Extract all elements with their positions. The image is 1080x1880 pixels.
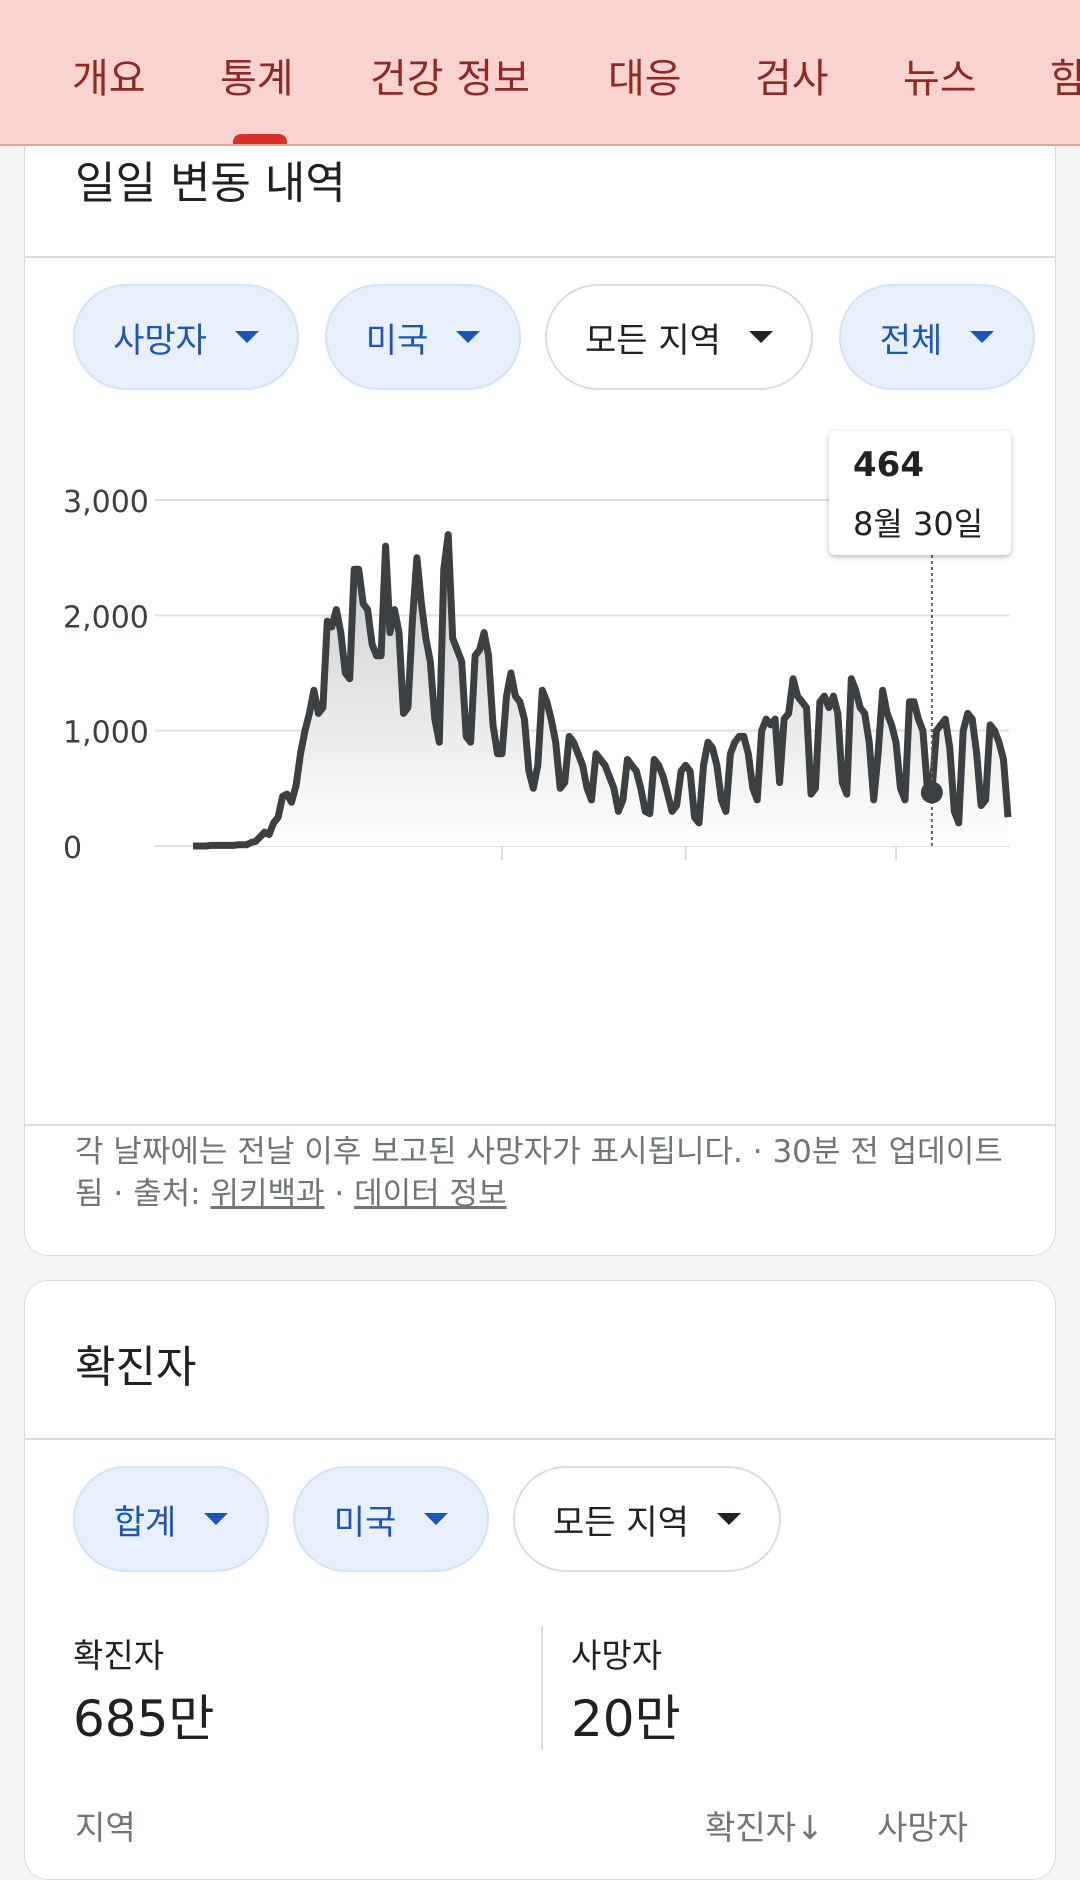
footnote-separator: · xyxy=(324,1176,355,1212)
data-info-link[interactable]: 데이터 정보 xyxy=(354,1176,507,1212)
divider xyxy=(25,1124,1055,1126)
chevron-down-icon xyxy=(424,1513,449,1525)
daily-card-title: 일일 변동 내역 xyxy=(75,158,346,209)
period-chip[interactable]: 전체 xyxy=(839,284,1035,390)
divider xyxy=(25,1438,1055,1440)
region-chip[interactable]: 모든 지역 xyxy=(545,284,813,390)
confirmed-cases-card: 확진자 합계 미국 모든 지역 확진자 685만 사망자 20만 지역 확진자↓… xyxy=(24,1280,1056,1880)
chip-label: 합계 xyxy=(113,1502,177,1543)
footnote-text: 각 날짜에는 전날 이후 보고된 사망자가 표시됩니다. · 30분 전 업데이… xyxy=(75,1134,1003,1212)
y-tick-label: 3,000 xyxy=(63,485,149,520)
tab-news[interactable]: 뉴스 xyxy=(903,56,977,102)
chip-label: 미국 xyxy=(365,320,429,361)
chart-footnote: 각 날짜에는 전날 이후 보고된 사망자가 표시됩니다. · 30분 전 업데이… xyxy=(75,1131,1025,1215)
confirmed-value: 685만 xyxy=(73,1690,215,1748)
country-chip[interactable]: 미국 xyxy=(293,1466,489,1572)
total-chip[interactable]: 합계 xyxy=(73,1466,269,1572)
y-tick-label: 0 xyxy=(63,831,82,866)
tooltip-date: 8월 30일 xyxy=(853,505,984,543)
column-header-region[interactable]: 지역 xyxy=(75,1808,136,1847)
tab-more[interactable]: 함 xyxy=(1050,46,1080,104)
column-header-deaths[interactable]: 사망자 xyxy=(877,1808,969,1847)
confirmed-label: 확진자 xyxy=(73,1636,165,1675)
stat-divider xyxy=(541,1626,543,1750)
deaths-label: 사망자 xyxy=(571,1636,663,1675)
highlight-point xyxy=(920,781,943,804)
chevron-down-icon xyxy=(204,1513,229,1525)
chevron-down-icon xyxy=(456,331,481,343)
chip-label: 사망자 xyxy=(113,320,207,361)
y-tick-label: 1,000 xyxy=(63,716,149,751)
chip-label: 전체 xyxy=(879,320,943,361)
tab-overview[interactable]: 개요 xyxy=(72,56,146,102)
tab-health-info[interactable]: 건강 정보 xyxy=(370,56,530,102)
chevron-down-icon xyxy=(748,331,773,343)
category-tab-bar: 개요 통계 건강 정보 대응 검사 뉴스 함 xyxy=(0,0,1080,146)
active-tab-indicator xyxy=(233,134,287,144)
series-line xyxy=(193,531,1012,850)
chevron-down-icon xyxy=(716,1513,741,1525)
chip-label: 모든 지역 xyxy=(585,320,721,361)
deaths-value: 20만 xyxy=(571,1690,681,1748)
chevron-down-icon xyxy=(234,331,259,343)
cases-card-title: 확진자 xyxy=(75,1342,197,1393)
tab-response[interactable]: 대응 xyxy=(608,56,682,102)
divider xyxy=(25,256,1055,258)
country-chip[interactable]: 미국 xyxy=(325,284,521,390)
y-tick-label: 2,000 xyxy=(63,600,149,635)
region-chip[interactable]: 모든 지역 xyxy=(513,1466,781,1572)
series-area xyxy=(193,534,1008,846)
chip-label: 미국 xyxy=(333,1502,397,1543)
wikipedia-source-link[interactable]: 위키백과 xyxy=(210,1176,325,1212)
tab-testing[interactable]: 검사 xyxy=(755,56,829,102)
chart-tooltip: 464 8월 30일 xyxy=(829,431,1011,555)
chevron-down-icon xyxy=(970,331,995,343)
tooltip-value: 464 xyxy=(853,445,924,485)
daily-change-card: 일일 변동 내역 사망자 미국 모든 지역 전체 0 1,000 2,000 3,00… xyxy=(24,90,1056,1256)
column-header-confirmed[interactable]: 확진자↓ xyxy=(705,1808,824,1847)
chip-label: 모든 지역 xyxy=(553,1502,689,1543)
tab-statistics[interactable]: 통계 xyxy=(220,56,294,102)
metric-deaths-chip[interactable]: 사망자 xyxy=(73,284,299,390)
